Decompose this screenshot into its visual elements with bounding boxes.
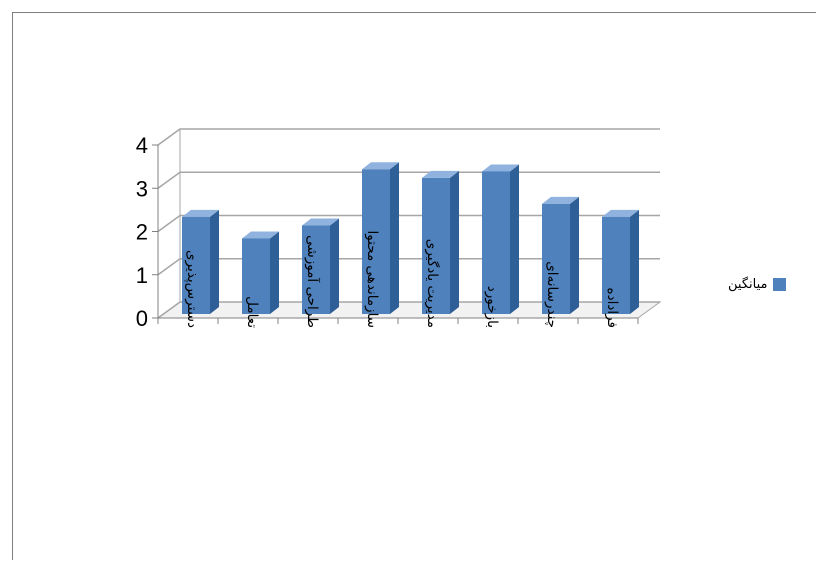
bar-front (422, 177, 450, 314)
bar (542, 196, 579, 314)
x-tick-label: تعامل (244, 296, 260, 328)
y-tick-label: 4 (136, 133, 148, 158)
x-tick-label: طراحی آموزشی (304, 235, 321, 328)
bar-side (450, 170, 459, 314)
bar-front (362, 169, 390, 314)
bar-side (570, 196, 579, 314)
bar-front (482, 171, 510, 314)
bar (302, 218, 339, 314)
bar-top (242, 231, 279, 239)
x-tick-label: فراداده (604, 288, 620, 329)
x-tick-label: چندرسانه‌ای (544, 261, 560, 328)
gridline (157, 128, 660, 146)
gridline (157, 171, 660, 189)
y-tick-label: 3 (136, 176, 148, 201)
x-axis-ticks: دسترس‌پذیری تعامل طراحی آموزشی سازماندهی مح… (184, 230, 620, 328)
bars (182, 162, 639, 314)
bar-side (630, 209, 639, 314)
bar (422, 170, 459, 314)
bar-side (330, 218, 339, 314)
bar-top (422, 170, 459, 178)
y-axis-ticks: 0 1 2 3 4 (136, 133, 148, 331)
chart-frame (12, 12, 816, 560)
bar-side (510, 164, 519, 314)
x-tick-label: سازماندهی محتوا (364, 230, 380, 328)
y-tick-label: 1 (136, 263, 148, 288)
bar-front (182, 216, 210, 314)
bar-front (602, 216, 630, 314)
floor (156, 301, 662, 319)
bar (182, 209, 219, 314)
bar (602, 209, 639, 314)
bar (362, 162, 399, 314)
bar (482, 164, 519, 314)
bar-top (602, 209, 639, 217)
y-tick-label: 0 (136, 306, 148, 331)
bar-top (302, 218, 339, 226)
bar-front (242, 238, 270, 314)
bar-front (302, 225, 330, 314)
gridline (157, 214, 660, 233)
legend-swatch (773, 278, 787, 291)
x-tick-label: بازخورد (484, 286, 500, 328)
x-tick-label: مدیریت یادگیری (424, 239, 441, 328)
bar-side (270, 231, 279, 314)
bar-top (542, 196, 579, 204)
bar-side (390, 162, 399, 314)
bar-front (542, 203, 570, 314)
y-tick-label: 2 (136, 220, 148, 245)
legend: میانگین (728, 277, 787, 292)
bar-side (210, 209, 219, 314)
bar-top (182, 209, 219, 217)
legend-label: میانگین (728, 277, 768, 292)
gridlines (152, 128, 660, 324)
bar-top (482, 164, 519, 172)
x-tick-label: دسترس‌پذیری (184, 250, 200, 328)
bar (242, 231, 279, 314)
bar-top (362, 162, 399, 170)
chart-walls (156, 128, 662, 319)
gridline (157, 258, 660, 276)
